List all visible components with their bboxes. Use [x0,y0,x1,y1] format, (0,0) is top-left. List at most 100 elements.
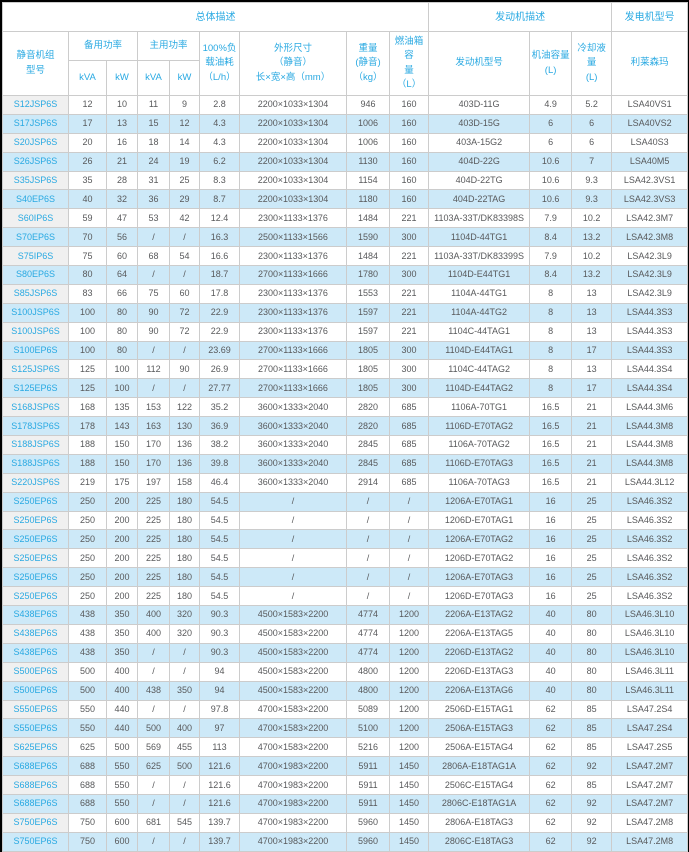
cell-model[interactable]: S168JSP6S [2,397,69,418]
cell-weight: 1006 [346,113,390,134]
table-row: S100JSP6S 100 80 90 72 22.9 2300×1133×1376 1597… [2,321,689,342]
cell-model[interactable]: S438EP6S [2,623,69,644]
table-row: S75IP6S 75 60 68 54 16.6 2300×1133×1376 1484 221… [2,246,689,267]
cell-coolant-capacity: 85 [571,775,613,795]
cell-standby-kva: 125 [68,378,107,399]
cell-weight: 1805 [346,378,390,399]
cell-fuel-consumption: 39.8 [199,453,240,474]
cell-standby-kw: 550 [106,793,138,814]
cell-standby-kw: 56 [106,227,138,248]
cell-model[interactable]: S500EP6S [2,680,69,701]
cell-weight: 1590 [346,227,390,248]
cell-model[interactable]: S20JSP6S [2,132,69,153]
cell-model[interactable]: S250EP6S [2,510,69,531]
cell-prime-kva: 153 [137,397,170,418]
cell-model[interactable]: S85JSP6S [2,283,69,304]
cell-model[interactable]: S550EP6S [2,699,69,720]
cell-model[interactable]: S40EP6S [2,189,69,210]
cell-model[interactable]: S250EP6S [2,548,69,569]
cell-model[interactable]: S750EP6S [2,831,69,852]
cell-fuel-consumption: 54.5 [199,567,240,588]
cell-model[interactable]: S250EP6S [2,586,69,607]
cell-dimensions: / [239,529,347,550]
cell-model[interactable]: S438EP6S [2,605,69,625]
cell-alternator: LSA47.2M8 [611,812,689,833]
cell-oil-capacity: 8 [529,283,573,304]
cell-model[interactable]: S125EP6S [2,378,69,399]
cell-coolant-capacity: 85 [571,699,613,720]
cell-prime-kva: 112 [137,359,170,380]
cell-standby-kva: 26 [68,151,107,172]
cell-fuel-consumption: 54.5 [199,491,240,512]
cell-model[interactable]: S500EP6S [2,661,69,682]
cell-model[interactable]: S12JSP6S [2,95,69,115]
cell-standby-kva: 219 [68,472,107,493]
cell-standby-kva: 250 [68,567,107,588]
cell-dimensions: 4500×1583×2200 [239,661,347,682]
table-row: S125JSP6S 125 100 112 90 26.9 2700×1133×1666 18… [2,359,689,380]
cell-model[interactable]: S35JSP6S [2,170,69,191]
cell-fuel-tank: 685 [388,397,430,418]
cell-fuel-tank: / [388,529,430,550]
cell-model[interactable]: S188JSP6S [2,435,69,455]
cell-model[interactable]: S100JSP6S [2,321,69,342]
cell-model[interactable]: S188JSP6S [2,453,69,474]
cell-coolant-capacity: 17 [571,340,613,361]
cell-alternator: LSA42.3L9 [611,246,689,267]
cell-model[interactable]: S100JSP6S [2,302,69,323]
cell-standby-kva: 625 [68,737,107,758]
cell-model[interactable]: S70EP6S [2,227,69,248]
cell-model[interactable]: S550EP6S [2,718,69,739]
cell-model[interactable]: S250EP6S [2,529,69,550]
cell-model[interactable]: S625EP6S [2,737,69,758]
cell-dimensions: 2700×1133×1666 [239,265,347,285]
cell-fuel-tank: / [388,491,430,512]
cell-prime-kva: / [137,378,170,399]
cell-coolant-capacity: 13 [571,321,613,342]
cell-alternator: LSA44.3L12 [611,472,689,493]
cell-prime-kw: 158 [169,472,200,493]
cell-prime-kva: 24 [137,151,170,172]
cell-fuel-consumption: 113 [199,737,240,758]
cell-dimensions: 2200×1033×1304 [239,132,347,153]
cell-model[interactable]: S688EP6S [2,756,69,777]
table-row: S20JSP6S 20 16 18 14 4.3 2200×1033×1304 1006 160… [2,132,689,153]
cell-model[interactable]: S17JSP6S [2,113,69,134]
cell-standby-kva: 250 [68,548,107,569]
cell-model[interactable]: S438EP6S [2,642,69,663]
table-row: S26JSP6S 26 21 24 19 6.2 2200×1033×1304 1130 160… [2,151,689,172]
cell-model[interactable]: S250EP6S [2,491,69,512]
cell-model[interactable]: S60IP6S [2,208,69,229]
cell-model[interactable]: S688EP6S [2,775,69,795]
cell-model[interactable]: S80EP6S [2,265,69,285]
cell-oil-capacity: 8.4 [529,265,573,285]
cell-fuel-consumption: 4.3 [199,132,240,153]
cell-model[interactable]: S100EP6S [2,340,69,361]
cell-weight: 1130 [346,151,390,172]
table-row: S550EP6S 550 440 500 400 97 4700×1583×2200 5100… [2,718,689,739]
cell-oil-capacity: 16 [529,529,573,550]
cell-alternator: LSA47.2M7 [611,756,689,777]
table-row: S85JSP6S 83 66 75 60 17.8 2300×1133×1376 1553 22… [2,283,689,304]
band-overall-description: 总体描述 [1,2,430,32]
cell-standby-kw: 13 [106,113,138,134]
cell-standby-kva: 688 [68,756,107,777]
cell-model[interactable]: S125JSP6S [2,359,69,380]
cell-model[interactable]: S178JSP6S [2,416,69,437]
table-row: S70EP6S 70 56//16.3 2500×1133×1566 1590 300 11… [2,227,689,248]
cell-model[interactable]: S750EP6S [2,812,69,833]
cell-prime-kw: 29 [169,189,200,210]
cell-engine-model: 2206D-E13TAG3 [428,661,531,682]
cell-model[interactable]: S26JSP6S [2,151,69,172]
cell-model[interactable]: S220JSP6S [2,472,69,493]
cell-standby-kva: 40 [68,189,107,210]
cell-prime-kva: 90 [137,321,170,342]
cell-alternator: LSA40S3 [611,132,689,153]
cell-model[interactable]: S250EP6S [2,567,69,588]
cell-model[interactable]: S75IP6S [2,246,69,267]
cell-coolant-capacity: 13 [571,302,613,323]
cell-prime-kw: / [169,378,200,399]
cell-model[interactable]: S688EP6S [2,793,69,814]
cell-weight: 5960 [346,831,390,852]
cell-engine-model: 404D-22G [428,151,531,172]
